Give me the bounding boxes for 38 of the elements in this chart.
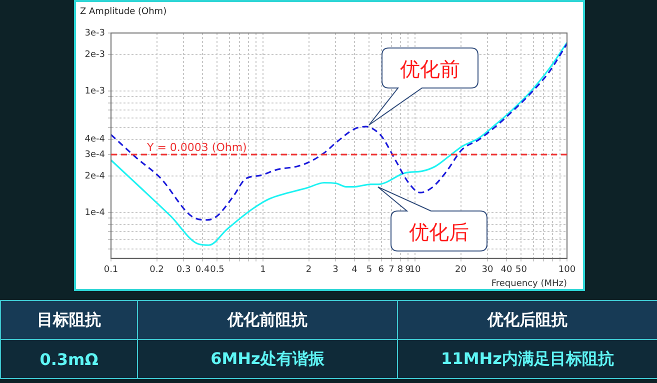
- annotation: 优化前: [400, 56, 460, 81]
- x-tick-label: 0.1: [104, 265, 118, 276]
- x-tick-label: 0.5: [210, 265, 224, 276]
- x-tick-label: 2: [306, 265, 312, 276]
- x-tick-label: 10: [409, 265, 421, 276]
- text: 目标阻抗: [0, 300, 138, 340]
- text: 0.3mΩ: [0, 340, 138, 378]
- x-tick-label: 5: [366, 265, 372, 276]
- x-tick-label: 6: [378, 265, 384, 276]
- y-tick-label: 1e-4: [84, 208, 106, 218]
- y-tick-label: 3e-3: [84, 28, 105, 38]
- x-tick-label: 20: [455, 265, 467, 276]
- x-tick-label: 3: [332, 265, 338, 276]
- x-tick-label: 30: [482, 265, 494, 276]
- y-tick-label: 1e-3: [84, 86, 105, 96]
- text: 6MHz处有谐振: [138, 340, 398, 378]
- x-tick-label: 0.2: [150, 265, 164, 276]
- x-tick-label: 0.4: [195, 265, 210, 276]
- x-tick-label: 9: [405, 265, 412, 276]
- text: 优化前阻抗: [138, 300, 398, 340]
- x-tick-label: 100: [558, 265, 576, 276]
- y-tick-label: 2e-3: [84, 50, 105, 60]
- x-tick-label: 1: [260, 265, 266, 276]
- annotation: 优化后: [408, 220, 469, 244]
- y-tick-label: 2e-4: [84, 171, 106, 182]
- x-tick-label: 8: [397, 265, 404, 276]
- y-tick-label: 4e-4: [84, 134, 106, 145]
- text: 11MHz内满足目标阻抗: [398, 340, 657, 378]
- x-tick-label: 0.3: [176, 265, 191, 276]
- x-tick-label: 7: [388, 265, 394, 276]
- text: 优化后阻抗: [398, 300, 657, 340]
- x-tick-label: 40: [500, 265, 513, 276]
- ref-line-label: Y = 0.0003 (Ohm): [146, 140, 247, 154]
- y-tick-label: 3e-4: [84, 150, 106, 160]
- x-tick-label: 4: [352, 265, 358, 276]
- x-axis-title: Frequency (MHz): [491, 278, 567, 289]
- x-tick-label: 50: [516, 265, 528, 276]
- y-axis-title: Z Amplitude (Ohm): [80, 6, 167, 17]
